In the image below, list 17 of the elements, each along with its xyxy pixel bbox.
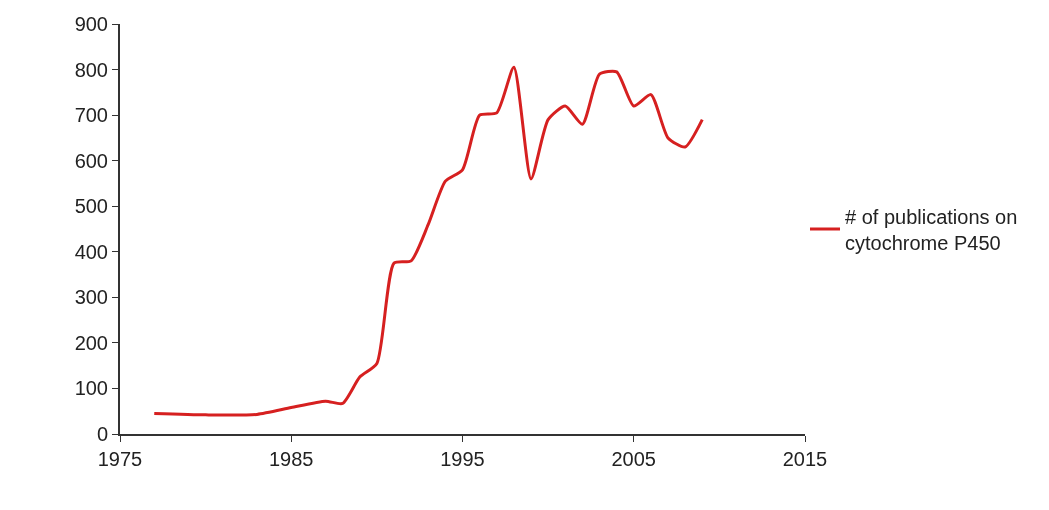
y-tick-label: 100: [74, 377, 108, 400]
x-tick-label: 1985: [269, 448, 314, 470]
x-tick-label: 1975: [97, 448, 143, 470]
y-tick-label: 900: [74, 13, 108, 35]
y-tick-label: 200: [74, 331, 108, 354]
line-series: [152, 65, 704, 417]
y-tick-label: 0: [96, 423, 108, 445]
x-tick-label: 2015: [782, 448, 828, 470]
y-tick-label: 600: [74, 149, 108, 172]
y-tick-label: 400: [74, 240, 108, 263]
y-tick-label: 700: [74, 104, 108, 127]
y-tick-label: 300: [74, 286, 108, 309]
x-tick-label: 1995: [440, 448, 485, 470]
x-tick-label: 2005: [611, 448, 656, 470]
legend-label: # of publications on cytochrome P450: [845, 205, 1018, 254]
y-tick-label: 800: [74, 58, 108, 81]
y-tick-label: 500: [74, 195, 108, 218]
